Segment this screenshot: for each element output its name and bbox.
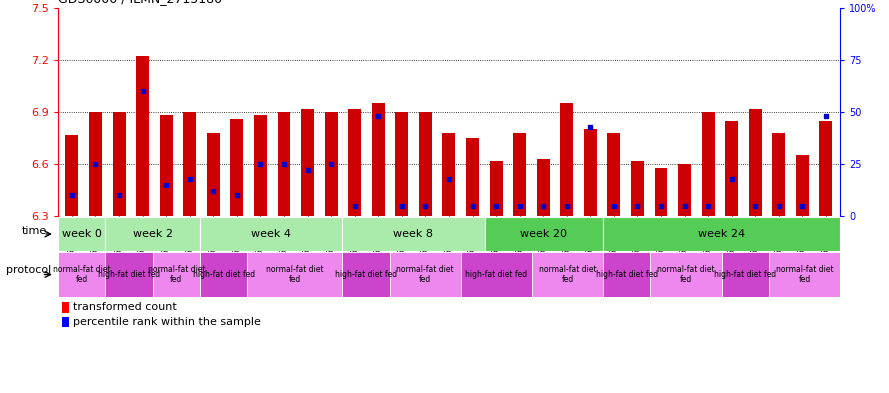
Text: normal-fat diet
fed: normal-fat diet fed: [52, 265, 110, 284]
Bar: [58, 217, 105, 251]
Bar: [136, 57, 149, 216]
Bar: [89, 112, 102, 216]
Bar: [61, 317, 68, 327]
Bar: [247, 252, 342, 297]
Bar: [254, 116, 267, 216]
Bar: [603, 252, 651, 297]
Text: high-fat diet fed: high-fat diet fed: [714, 270, 776, 279]
Text: normal-fat diet
fed: normal-fat diet fed: [776, 265, 833, 284]
Text: week 8: week 8: [394, 229, 433, 239]
Bar: [532, 252, 603, 297]
Text: percentile rank within the sample: percentile rank within the sample: [73, 317, 260, 327]
Text: normal-fat diet
fed: normal-fat diet fed: [266, 265, 324, 284]
Text: protocol: protocol: [6, 265, 52, 275]
Bar: [773, 133, 785, 216]
Bar: [105, 217, 200, 251]
Bar: [769, 252, 840, 297]
Bar: [419, 112, 432, 216]
Text: normal-fat diet
fed: normal-fat diet fed: [657, 265, 715, 284]
Bar: [160, 116, 172, 216]
Bar: [654, 167, 668, 216]
Bar: [61, 302, 68, 313]
Bar: [324, 112, 338, 216]
Bar: [607, 133, 621, 216]
Bar: [537, 159, 549, 216]
Bar: [389, 252, 461, 297]
Text: week 24: week 24: [698, 229, 745, 239]
Bar: [678, 164, 691, 216]
Bar: [153, 252, 200, 297]
Bar: [58, 252, 105, 297]
Text: normal-fat diet
fed: normal-fat diet fed: [148, 265, 205, 284]
Text: high-fat diet fed: high-fat diet fed: [465, 270, 527, 279]
Text: week 2: week 2: [132, 229, 172, 239]
Bar: [722, 252, 769, 297]
Bar: [820, 121, 832, 216]
Bar: [560, 103, 573, 216]
Bar: [631, 161, 644, 216]
Bar: [342, 217, 485, 251]
Bar: [277, 112, 291, 216]
Bar: [490, 161, 502, 216]
Text: GDS6000 / ILMN_2715180: GDS6000 / ILMN_2715180: [58, 0, 222, 5]
Bar: [461, 252, 532, 297]
Bar: [230, 119, 244, 216]
Text: normal-fat diet
fed: normal-fat diet fed: [539, 265, 597, 284]
Text: high-fat diet fed: high-fat diet fed: [596, 270, 658, 279]
Bar: [207, 133, 220, 216]
Bar: [113, 112, 125, 216]
Bar: [701, 112, 715, 216]
Bar: [396, 112, 408, 216]
Bar: [584, 129, 597, 216]
Text: week 4: week 4: [252, 229, 291, 239]
Text: week 20: week 20: [520, 229, 567, 239]
Text: high-fat diet fed: high-fat diet fed: [98, 270, 160, 279]
Bar: [200, 252, 247, 297]
Bar: [725, 121, 738, 216]
Bar: [603, 217, 840, 251]
Bar: [443, 133, 455, 216]
Bar: [485, 217, 603, 251]
Text: transformed count: transformed count: [73, 302, 176, 312]
Bar: [466, 138, 479, 216]
Bar: [301, 108, 314, 216]
Bar: [513, 133, 526, 216]
Bar: [183, 112, 196, 216]
Bar: [105, 252, 153, 297]
Text: week 0: week 0: [61, 229, 101, 239]
Bar: [372, 103, 385, 216]
Bar: [66, 134, 78, 216]
Text: time: time: [22, 226, 47, 236]
Text: high-fat diet fed: high-fat diet fed: [193, 270, 255, 279]
Bar: [796, 155, 809, 216]
Text: normal-fat diet
fed: normal-fat diet fed: [396, 265, 454, 284]
Text: high-fat diet fed: high-fat diet fed: [335, 270, 397, 279]
Bar: [342, 252, 389, 297]
Bar: [348, 108, 361, 216]
Bar: [749, 108, 762, 216]
Bar: [200, 217, 342, 251]
Bar: [651, 252, 722, 297]
